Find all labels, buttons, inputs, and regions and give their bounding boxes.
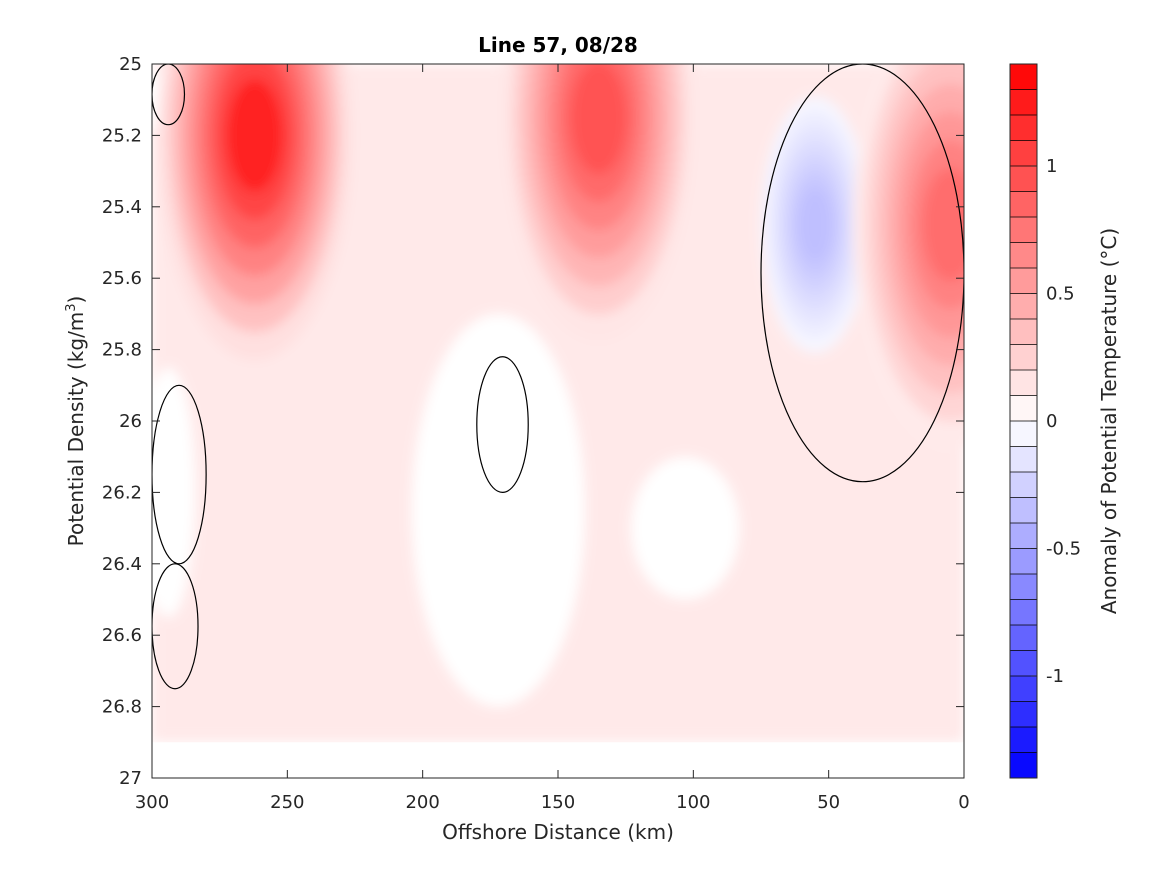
y-tick-label: 25.8 — [102, 340, 142, 361]
colorbar-level — [1010, 191, 1037, 218]
y-tick-label: 27 — [119, 768, 142, 789]
colorbar-level — [1010, 497, 1037, 524]
colorbar-level — [1010, 523, 1037, 549]
colorbar-level — [1010, 89, 1037, 116]
cool-anomaly — [798, 187, 833, 262]
y-axis-label-suffix: ) — [64, 296, 88, 304]
colorbar-level — [1010, 64, 1037, 90]
x-tick-label: 150 — [541, 792, 575, 813]
neutral-zone — [152, 367, 196, 618]
warm-anomaly — [922, 168, 964, 282]
x-axis: 300 250 200 150 100 50 0 — [135, 64, 970, 813]
colorbar-level — [1010, 344, 1037, 371]
neutral-zone — [631, 456, 740, 600]
colorbar-level — [1010, 395, 1037, 422]
neutral-zone — [411, 313, 586, 707]
x-tick-label: 0 — [958, 792, 969, 813]
colorbar-level — [1010, 676, 1037, 702]
colorbar-level — [1010, 701, 1037, 728]
colorbar: -1 -0.5 0 0.5 1 — [1009, 63, 1081, 779]
colorbar-level — [1010, 217, 1037, 243]
colorbar-level — [1010, 446, 1037, 473]
warm-anomaly — [570, 64, 627, 175]
x-tick-label: 200 — [405, 792, 439, 813]
x-tick-label: 300 — [135, 792, 169, 813]
zero-contour — [152, 64, 186, 126]
colorbar-level — [1010, 140, 1037, 167]
colorbar-level — [1010, 727, 1037, 753]
x-tick-label: 100 — [676, 792, 710, 813]
colorbar-tick-label: 0.5 — [1046, 284, 1075, 305]
y-tick-label: 26.2 — [102, 482, 142, 503]
chart-title: Line 57, 08/28 — [478, 33, 638, 57]
y-tick-label: 26.4 — [102, 554, 142, 575]
colorbar-level — [1010, 752, 1037, 779]
zero-contour — [152, 384, 207, 565]
warm-anomaly — [227, 78, 283, 193]
y-axis: 25 25.2 25.4 25.6 25.8 26 26.2 26.4 26.6 26.8 27 — [102, 54, 964, 789]
colorbar-level — [1010, 625, 1037, 651]
x-tick-label: 250 — [270, 792, 304, 813]
colorbar-level — [1010, 319, 1037, 345]
colorbar-level — [1010, 293, 1037, 320]
colorbar-level — [1010, 115, 1037, 141]
y-tick-label: 26 — [119, 411, 142, 432]
colorbar-level — [1010, 370, 1037, 396]
x-axis-label: Offshore Distance (km) — [442, 820, 674, 844]
x-tick-label: 50 — [817, 792, 840, 813]
colorbar-level — [1010, 472, 1037, 498]
colorbar-label: Anomaly of Potential Temperature (°C) — [1097, 228, 1121, 614]
colorbar-level — [1010, 599, 1037, 626]
y-tick-label: 25.4 — [102, 197, 142, 218]
anomaly-field — [152, 64, 964, 778]
y-tick-label: 25 — [119, 54, 142, 75]
zero-contour — [152, 563, 199, 690]
colorbar-tick-label: 1 — [1046, 156, 1057, 177]
y-axis-label-superscript: 3 — [64, 303, 79, 311]
y-tick-label: 25.2 — [102, 125, 142, 146]
colorbar-level — [1010, 421, 1037, 447]
colorbar-level — [1010, 166, 1037, 192]
colorbar-level — [1010, 548, 1037, 575]
y-tick-label: 26.8 — [102, 697, 142, 718]
y-tick-label: 26.6 — [102, 625, 142, 646]
y-tick-label: 25.6 — [102, 268, 142, 289]
colorbar-tick-label: -0.5 — [1046, 539, 1081, 560]
y-axis-label-prefix: Potential Density (kg/m — [64, 312, 88, 547]
colorbar-level — [1010, 242, 1037, 269]
zero-contour — [476, 356, 529, 493]
y-axis-label: Potential Density (kg/m3) — [64, 296, 88, 547]
colorbar-level — [1010, 268, 1037, 294]
colorbar-level — [1010, 650, 1037, 677]
colorbar-level — [1010, 574, 1037, 600]
colorbar-tick-label: -1 — [1046, 666, 1064, 687]
colorbar-tick-label: 0 — [1046, 411, 1057, 432]
zero-contour — [760, 64, 964, 483]
